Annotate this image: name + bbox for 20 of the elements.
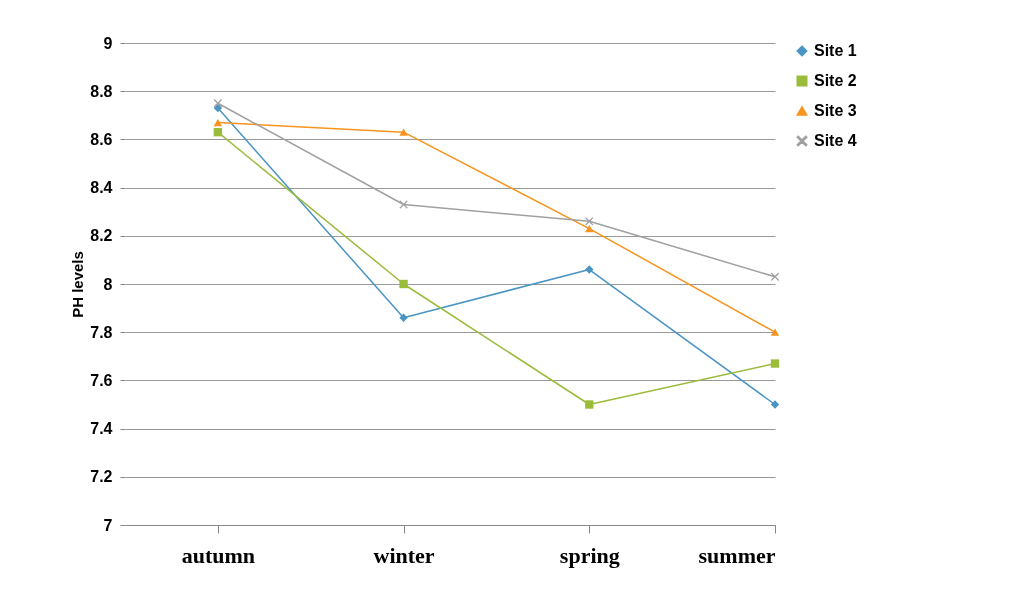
legend-label: Site 4 [814,132,857,149]
y-tick-label: 8.4 [90,179,113,197]
y-tick-label: 7.4 [90,420,113,438]
x-tick-label: summer [698,542,776,568]
x-tick-label: autumn [181,542,256,568]
y-tick-label: 9 [103,34,113,52]
legend-label: Site 1 [814,42,857,59]
y-tick-label: 7.2 [90,468,113,486]
y-tick-label: 8.6 [90,130,113,148]
legend-label: Site 3 [814,102,857,119]
y-tick-label: 8.8 [90,82,113,100]
y-tick-label: 7.6 [90,371,113,389]
y-tick-label: 7 [103,516,113,534]
y-axis-title: PH levels [69,251,87,318]
x-tick-label: winter [373,542,435,568]
y-tick-label: 8.2 [90,227,113,245]
legend-label: Site 2 [814,72,857,89]
y-tick-label: 7.8 [90,323,113,341]
x-tick-label: spring [559,542,620,568]
y-tick-label: 8 [103,275,113,293]
